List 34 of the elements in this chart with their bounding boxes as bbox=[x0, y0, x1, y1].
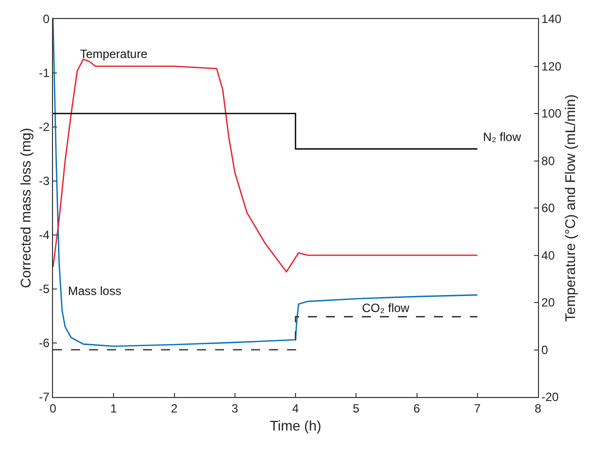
y-tick-label: -2 bbox=[38, 120, 50, 134]
line-series bbox=[53, 19, 478, 347]
y2-tick-label: 120 bbox=[541, 59, 562, 74]
y-tick-label: 0 bbox=[42, 12, 50, 26]
x-tick-label: 8 bbox=[534, 401, 542, 416]
y-tick-label: -6 bbox=[38, 336, 50, 350]
x-axis-title: Time (h) bbox=[270, 418, 322, 434]
y2-axis-title: Temperature (°C) and Flow (mL/min) bbox=[562, 94, 578, 322]
y2-tick-label: 0 bbox=[541, 342, 548, 357]
series-label: Temperature bbox=[80, 47, 148, 61]
x-tick-label: 1 bbox=[110, 401, 118, 416]
y2-tick-label: 100 bbox=[541, 106, 562, 121]
y-tick-label: -4 bbox=[38, 228, 50, 242]
x-tick-label: 6 bbox=[413, 401, 420, 416]
y-tick-label: -7 bbox=[38, 390, 50, 404]
series-label: N₂ flow bbox=[483, 130, 522, 144]
series-label: CO₂ flow bbox=[362, 301, 410, 315]
line-series bbox=[53, 58, 478, 272]
y2-tick-label: 60 bbox=[541, 201, 556, 216]
y2-tick-label: 80 bbox=[541, 154, 556, 168]
y2-tick-label: 140 bbox=[541, 12, 562, 26]
y-tick-label: -3 bbox=[38, 174, 50, 188]
y-axis-title: Corrected mass loss (mg) bbox=[18, 128, 34, 288]
x-tick-label: 5 bbox=[352, 401, 360, 416]
x-tick-label: 7 bbox=[474, 401, 482, 416]
x-tick-label: 3 bbox=[232, 401, 239, 416]
y2-tick-label: 40 bbox=[541, 248, 556, 262]
x-tick-label: 4 bbox=[292, 401, 300, 416]
y-tick-label: -1 bbox=[38, 66, 50, 80]
series-label: Mass loss bbox=[68, 284, 122, 298]
y2-tick-label: -20 bbox=[541, 390, 560, 404]
y2-tick-label: 20 bbox=[541, 296, 556, 310]
x-tick-label: 2 bbox=[170, 401, 178, 416]
y-tick-label: -5 bbox=[38, 282, 50, 296]
